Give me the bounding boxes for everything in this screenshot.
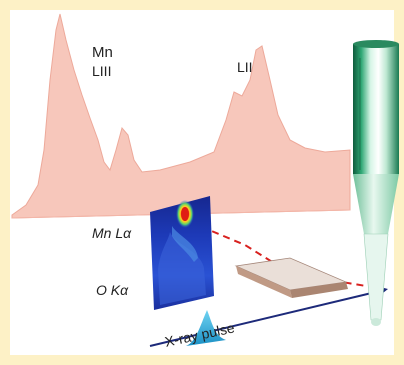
liquid-jet-nozzle bbox=[353, 40, 399, 326]
sample-plate bbox=[234, 257, 348, 298]
label-mn-l-alpha: Mn Lα bbox=[92, 225, 132, 241]
spectrum-curve bbox=[11, 13, 351, 219]
label-mn: Mn bbox=[92, 44, 113, 61]
label-o-k-alpha: O Kα bbox=[96, 282, 129, 298]
label-l3-edge: LIII bbox=[92, 63, 112, 79]
detector-image bbox=[150, 196, 214, 310]
xray-pulse bbox=[186, 310, 226, 346]
label-l2-edge: LII bbox=[237, 59, 253, 75]
